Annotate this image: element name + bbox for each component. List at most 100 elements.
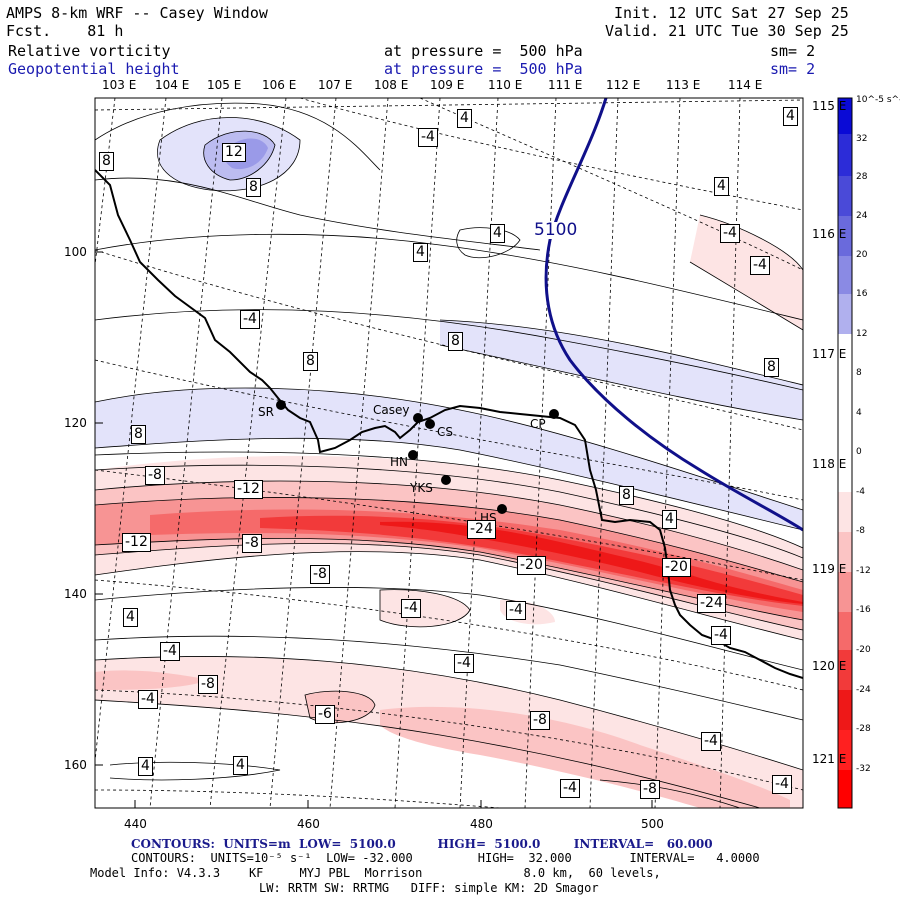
colorbar-tick: -24: [856, 685, 871, 695]
contour-label: 8: [448, 332, 463, 352]
lon-label: 112 E: [606, 78, 641, 92]
field1-name: Relative vorticity: [8, 42, 171, 60]
lon-label: 110 E: [488, 78, 523, 92]
contour-label: -4: [720, 224, 740, 244]
contour-label: 4: [413, 243, 428, 263]
lon-label: 109 E: [430, 78, 465, 92]
contour-label: 4: [123, 608, 138, 628]
lon-label-right: 118 E: [812, 457, 847, 471]
colorbar-tick: -4: [856, 487, 865, 497]
vort-pos-4-band: [95, 388, 803, 530]
colorbar-tick: -16: [856, 605, 871, 615]
contour-label: -4: [160, 642, 180, 662]
field1-pressure: at pressure = 500 hPa: [384, 42, 583, 60]
y-axis-label: 160: [64, 758, 87, 772]
contour-label: -4: [701, 732, 721, 752]
contour-label: -8: [310, 565, 330, 585]
contour-label: 4: [457, 109, 472, 129]
y-axis-label: 100: [64, 245, 87, 259]
colorbar-tick: -12: [856, 566, 871, 576]
station-markers: [276, 400, 559, 514]
contour-label: -4: [711, 626, 731, 646]
x-axis-label: 460: [297, 817, 320, 831]
colorbar-tick: -28: [856, 724, 871, 734]
station-label-cp: CP: [530, 417, 546, 431]
station-dot-cs: [425, 419, 435, 429]
contour-label: 8: [303, 352, 318, 372]
lon-label-right: 116 E: [812, 227, 847, 241]
lon-label: 113 E: [666, 78, 701, 92]
station-dot-hs: [497, 504, 507, 514]
valid-time: Valid. 21 UTC Tue 30 Sep 25: [605, 22, 849, 40]
contour-label: -4: [418, 128, 438, 148]
station-dot-yks: [441, 475, 451, 485]
colorbar-tick: 8: [856, 368, 862, 378]
lon-label: 114 E: [728, 78, 763, 92]
contour-label: 12: [222, 143, 246, 163]
colorbar-tick: 4: [856, 408, 862, 418]
lon-label: 111 E: [548, 78, 583, 92]
field2-name: Geopotential height: [8, 60, 180, 78]
height-contour-5100: [544, 98, 803, 532]
lon-label: 108 E: [374, 78, 409, 92]
vorticity-contours: [95, 102, 803, 808]
contour-label: 8: [619, 486, 634, 506]
contour-label: -4: [750, 256, 770, 276]
vort-pos-4-east: [440, 320, 803, 420]
colorbar-unit: 10^-5 s^-1: [856, 95, 900, 105]
lon-label: 106 E: [262, 78, 297, 92]
vort-neg-4-east: [690, 215, 803, 330]
contour-label: -12: [234, 480, 263, 500]
contour-label: -8: [242, 534, 262, 554]
init-time: Init. 12 UTC Sat 27 Sep 25: [614, 4, 849, 22]
lon-label-right: 119 E: [812, 562, 847, 576]
x-axis-label: 440: [124, 817, 147, 831]
colorbar-tick: 28: [856, 172, 868, 182]
forecast-hour: Fcst. 81 h: [6, 22, 124, 40]
station-label-cs: CS: [437, 425, 453, 439]
lon-label-right: 121 E: [812, 752, 847, 766]
x-axis-label: 500: [641, 817, 664, 831]
lon-label: 105 E: [207, 78, 242, 92]
contour-label: -24: [697, 594, 726, 614]
contour-label: 8: [99, 152, 114, 172]
vort-neg-20-band: [260, 515, 803, 606]
colorbar-tick: 16: [856, 289, 868, 299]
colorbar-tick: -32: [856, 764, 871, 774]
contour-label: 4: [233, 756, 248, 776]
colorbar-tick: 32: [856, 134, 868, 144]
field1-smoothing: sm= 2: [770, 42, 816, 60]
height-contour-label: 5100: [534, 220, 578, 240]
physics-info: LW: RRTM SW: RRTMG DIFF: simple KM: 2D S…: [259, 881, 599, 895]
station-dot-cp: [549, 409, 559, 419]
vort-neg-4-patch: [380, 589, 470, 627]
model-info: Model Info: V4.3.3 KF MYJ PBL Morrison 8…: [90, 866, 661, 880]
station-dot-casey: [413, 413, 423, 423]
station-label-casey: Casey: [373, 403, 410, 417]
height-contour-info: CONTOURS: UNITS=m LOW= 5100.0 HIGH= 5100…: [131, 837, 713, 851]
lon-label-right: 117 E: [812, 347, 847, 361]
contour-label: -4: [401, 599, 421, 619]
contour-label: -4: [454, 654, 474, 674]
station-dot-sr: [276, 400, 286, 410]
contour-label: 4: [783, 107, 798, 127]
contour-label: -6: [315, 705, 335, 725]
field2-smoothing: sm= 2: [770, 60, 816, 78]
y-axis-label: 120: [64, 416, 87, 430]
contour-label: -12: [122, 533, 151, 553]
contour-label: 8: [764, 358, 779, 378]
contour-label: 8: [131, 425, 146, 445]
contour-label: -8: [198, 675, 218, 695]
contour-label: -4: [772, 775, 792, 795]
colorbar-tick: -20: [856, 645, 871, 655]
vort-neg-8-west: [95, 670, 210, 690]
contour-label: -8: [640, 780, 660, 800]
axis-ticks: [95, 251, 653, 808]
station-label-sr: SR: [258, 405, 274, 419]
colorbar-tick: 12: [856, 329, 868, 339]
coastline: [95, 169, 803, 679]
colorbar-tick: 24: [856, 211, 868, 221]
plot-frame: [94, 97, 804, 809]
contour-label: -4: [560, 779, 580, 799]
